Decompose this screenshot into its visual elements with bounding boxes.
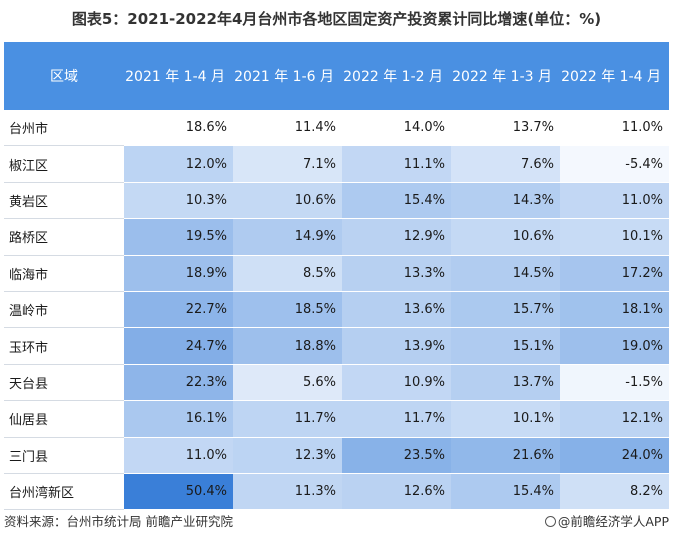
header-period: 2021 年 1-4 月 (124, 42, 233, 110)
value-cell: 15.1% (451, 327, 560, 365)
brand-label: @前瞻经济学人APP (557, 514, 669, 529)
brand-logo-icon (544, 516, 556, 527)
value-cell: 18.9% (124, 255, 233, 292)
value-cell: 10.1% (451, 400, 560, 438)
value-cell: 15.7% (451, 291, 560, 329)
value-cell: 11.0% (124, 437, 233, 474)
value-cell: 8.2% (560, 473, 669, 511)
value-cell: 14.5% (451, 255, 560, 292)
value-cell: 18.5% (233, 291, 342, 329)
value-cell: 12.3% (233, 437, 342, 474)
header-period: 2022 年 1-2 月 (342, 42, 451, 110)
value-cell: 7.1% (233, 145, 342, 183)
value-cell: 24.7% (124, 327, 233, 365)
value-cell: 10.6% (233, 182, 342, 220)
value-cell: 11.1% (342, 145, 451, 183)
value-cell: 8.5% (233, 255, 342, 292)
value-cell: 13.7% (451, 364, 560, 402)
value-cell: 10.1% (560, 218, 669, 256)
value-cell: 14.9% (233, 218, 342, 256)
table-row: 黄岩区 10.3% 10.6% 15.4% 14.3% 11.0% (4, 182, 669, 220)
table-row: 台州湾新区 50.4% 11.3% 12.6% 15.4% 8.2% (4, 473, 669, 511)
region-cell: 临海市 (4, 255, 124, 292)
region-cell: 温岭市 (4, 291, 124, 329)
value-cell: 16.1% (124, 400, 233, 438)
header-period: 2022 年 1-3 月 (451, 42, 560, 110)
region-cell: 台州市 (4, 110, 124, 147)
value-cell: 18.6% (124, 110, 233, 147)
region-cell: 玉环市 (4, 327, 124, 365)
table-row: 临海市 18.9% 8.5% 13.3% 14.5% 17.2% (4, 255, 669, 292)
region-cell: 椒江区 (4, 145, 124, 183)
header-period: 2021 年 1-6 月 (233, 42, 342, 110)
value-cell: 13.6% (342, 291, 451, 329)
value-cell: 5.6% (233, 364, 342, 402)
region-cell: 台州湾新区 (4, 473, 124, 511)
value-cell: 11.3% (233, 473, 342, 511)
value-cell: 11.7% (342, 400, 451, 438)
table-header-row: 区域 2021 年 1-4 月 2021 年 1-6 月 2022 年 1-2 … (4, 42, 669, 110)
table-row: 椒江区 12.0% 7.1% 11.1% 7.6% -5.4% (4, 145, 669, 183)
value-cell: 12.0% (124, 145, 233, 183)
header-period: 2022 年 1-4 月 (560, 42, 669, 110)
source-note: 资料来源：台州市统计局 前瞻产业研究院 (4, 514, 233, 529)
region-cell: 天台县 (4, 364, 124, 402)
value-cell: 13.9% (342, 327, 451, 365)
value-cell: 19.5% (124, 218, 233, 256)
value-cell: 12.1% (560, 400, 669, 438)
value-cell: -1.5% (560, 364, 669, 402)
value-cell: 15.4% (451, 473, 560, 511)
value-cell: 22.7% (124, 291, 233, 329)
value-cell: -5.4% (560, 145, 669, 183)
value-cell: 11.7% (233, 400, 342, 438)
region-cell: 路桥区 (4, 218, 124, 256)
data-table-container: 区域 2021 年 1-4 月 2021 年 1-6 月 2022 年 1-2 … (4, 42, 669, 511)
value-cell: 10.3% (124, 182, 233, 220)
table-row: 温岭市 22.7% 18.5% 13.6% 15.7% 18.1% (4, 291, 669, 329)
table-row: 天台县 22.3% 5.6% 10.9% 13.7% -1.5% (4, 364, 669, 402)
value-cell: 24.0% (560, 437, 669, 474)
value-cell: 11.0% (560, 182, 669, 220)
table-row: 玉环市 24.7% 18.8% 13.9% 15.1% 19.0% (4, 327, 669, 365)
value-cell: 18.8% (233, 327, 342, 365)
table-row: 仙居县 16.1% 11.7% 11.7% 10.1% 12.1% (4, 400, 669, 438)
value-cell: 11.4% (233, 110, 342, 147)
value-cell: 13.3% (342, 255, 451, 292)
value-cell: 14.3% (451, 182, 560, 220)
value-cell: 13.7% (451, 110, 560, 147)
value-cell: 10.6% (451, 218, 560, 256)
value-cell: 18.1% (560, 291, 669, 329)
brand-credit: @前瞻经济学人APP (544, 511, 669, 530)
region-cell: 三门县 (4, 437, 124, 474)
region-cell: 仙居县 (4, 400, 124, 438)
table-row: 台州市 18.6% 11.4% 14.0% 13.7% 11.0% (4, 110, 669, 147)
value-cell: 12.9% (342, 218, 451, 256)
value-cell: 21.6% (451, 437, 560, 474)
table-row: 三门县 11.0% 12.3% 23.5% 21.6% 24.0% (4, 437, 669, 474)
chart-title: 图表5：2021-2022年4月台州市各地区固定资产投资累计同比增速(单位：%) (71, 10, 602, 28)
value-cell: 17.2% (560, 255, 669, 292)
table-body: 台州市 18.6% 11.4% 14.0% 13.7% 11.0% 椒江区 12.0% 7.1%… (4, 110, 669, 511)
value-cell: 23.5% (342, 437, 451, 474)
region-cell: 黄岩区 (4, 182, 124, 220)
value-cell: 11.0% (560, 110, 669, 147)
value-cell: 22.3% (124, 364, 233, 402)
table-row: 路桥区 19.5% 14.9% 12.9% 10.6% 10.1% (4, 218, 669, 256)
value-cell: 12.6% (342, 473, 451, 511)
data-table: 区域 2021 年 1-4 月 2021 年 1-6 月 2022 年 1-2 … (4, 42, 669, 511)
value-cell: 15.4% (342, 182, 451, 220)
value-cell: 50.4% (124, 473, 233, 511)
header-region: 区域 (4, 42, 124, 110)
value-cell: 14.0% (342, 110, 451, 147)
value-cell: 10.9% (342, 364, 451, 402)
value-cell: 19.0% (560, 327, 669, 365)
value-cell: 7.6% (451, 145, 560, 183)
